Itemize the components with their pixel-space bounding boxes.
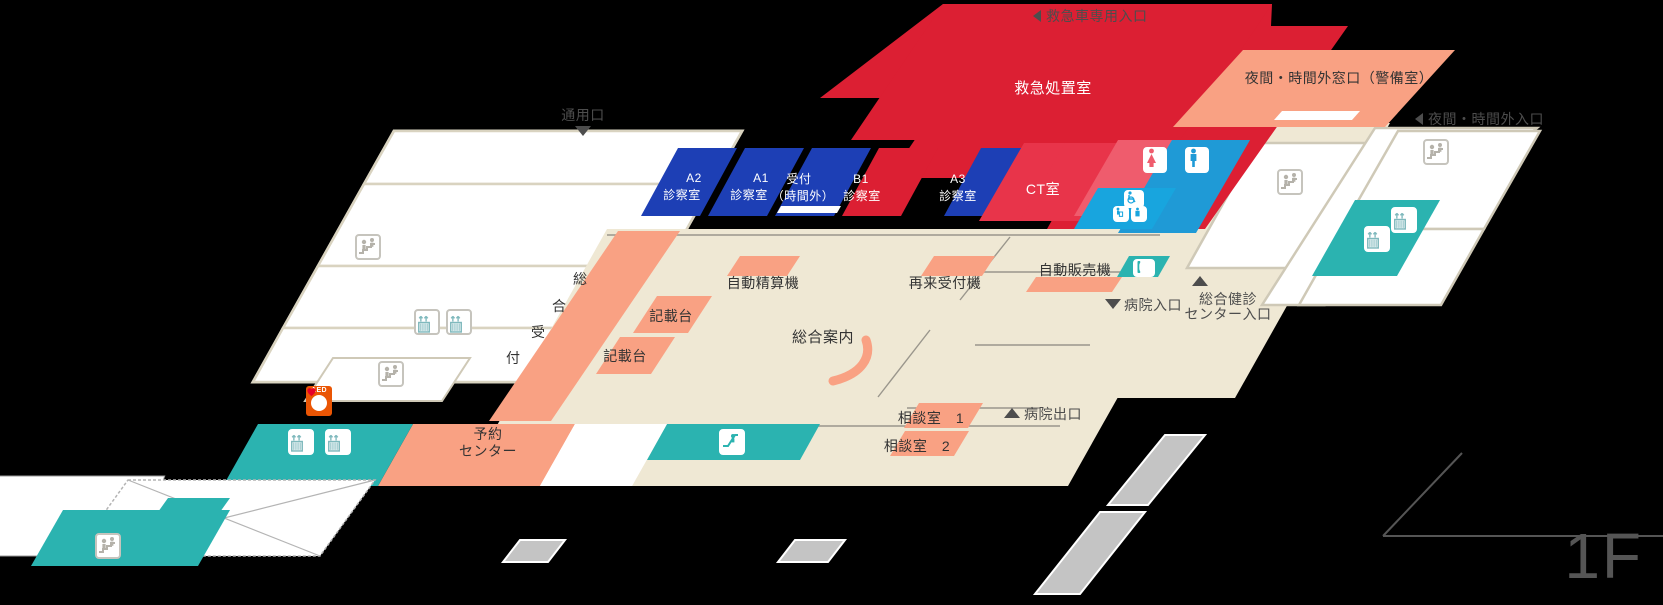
label-emergency-treatment-room: 救急処置室: [1014, 80, 1092, 97]
label-room-a3-code: A3: [950, 172, 966, 186]
reservation-center: [378, 424, 575, 486]
aed-heart-icon: [307, 388, 327, 411]
aed-label: AED: [311, 387, 327, 394]
label-ambulance-entrance: 救急車専用入口: [1046, 8, 1148, 24]
consultation-room-1: [904, 403, 983, 428]
room-reception-afterhours: [775, 148, 871, 216]
teal-elevator-zone-left: [223, 424, 413, 486]
night-window-counter: [1274, 111, 1360, 120]
room-b1: [842, 148, 938, 216]
toilet-female-icon: [1143, 147, 1167, 173]
hospital-exit-arrow-icon: [1004, 408, 1020, 418]
elevator-icon: [1364, 226, 1390, 252]
ground-edge-diagonal: [1382, 452, 1463, 537]
label-night-entrance: 夜間・時間外入口: [1428, 111, 1544, 127]
elevator-icon: [414, 309, 440, 335]
label-room-b1-type: 診察室: [843, 189, 881, 203]
elevator-icon: [288, 429, 314, 455]
stairs-icon: [355, 234, 381, 260]
label-room-a2-type: 診察室: [663, 188, 701, 202]
escalator-icon: [719, 429, 745, 455]
main-corridor-floor: [495, 229, 1213, 429]
label-hospital-exit: 病院出口: [1024, 406, 1082, 422]
elevator-icon: [325, 429, 351, 455]
stairs-icon: [1423, 139, 1449, 165]
floor-number-label: 1F: [1564, 520, 1643, 592]
service-entrance-arrow-icon: [575, 126, 591, 136]
elevator-icon: [1391, 207, 1417, 233]
label-reception-afterhours-sub: （時間外）: [771, 189, 835, 203]
reception-afterhours-counter: [777, 206, 841, 213]
label-hospital-entrance: 病院入口: [1124, 297, 1182, 313]
writing-desk-1: [633, 296, 712, 333]
label-reservation-center-line2: センター: [459, 443, 517, 459]
stairs-icon: [95, 533, 121, 559]
room-a2: [641, 148, 737, 216]
exterior-walkway-markings: [500, 434, 1208, 595]
label-room-b1-code: B1: [853, 172, 869, 186]
label-health-center-line1: 総合健診: [1199, 291, 1257, 307]
night-window-security-room: [1173, 50, 1455, 127]
label-writing-desk-1: 記載台: [649, 308, 693, 324]
night-entrance-arrow-icon: [1415, 113, 1423, 125]
label-revisit-reception-machine: 再来受付機: [908, 275, 982, 291]
label-room-a3-type: 診察室: [939, 189, 977, 203]
label-room-a1-type: 診察室: [730, 188, 768, 202]
vending-machine-unit: [1026, 277, 1122, 292]
label-ct-room: CT室: [1025, 181, 1061, 197]
label-auto-payment-machine: 自動精算機: [726, 275, 800, 291]
label-night-window: 夜間・時間外窓口（警備室）: [1244, 70, 1434, 86]
general-info-swoosh: [828, 335, 873, 386]
label-service-entrance: 通用口: [561, 107, 605, 123]
label-general-reception-char1: 総: [573, 271, 588, 287]
label-general-info: 総合案内: [791, 329, 855, 346]
label-room-a2-code: A2: [686, 171, 702, 185]
toilet-male-icon: [1185, 147, 1209, 173]
ostomate-icon: [1113, 206, 1129, 222]
emergency-room-red-upper: [851, 4, 1272, 140]
general-reception-band: [489, 231, 680, 421]
label-health-center-line2: センター入口: [1184, 306, 1272, 322]
auto-payment-machine: [727, 256, 800, 276]
baby-chair-icon: [1131, 206, 1147, 222]
aed-icon: AED: [306, 386, 332, 416]
label-general-reception-char4: 付: [506, 350, 521, 366]
label-reception-afterhours: 受付: [786, 172, 812, 186]
stairs-icon: [1277, 169, 1303, 195]
stairs-icon: [378, 361, 404, 387]
label-writing-desk-2: 記載台: [603, 348, 647, 364]
label-reservation-center-line1: 予約: [473, 426, 503, 442]
teal-zone-bottom-left-notch: [138, 498, 230, 540]
health-center-arrow-icon: [1192, 276, 1208, 286]
revisit-reception-machine: [921, 256, 995, 276]
ambulance-arrow-icon: [1033, 10, 1041, 22]
label-vending-machine: 自動販売機: [1038, 262, 1112, 278]
elevator-icon: [446, 309, 472, 335]
label-general-reception-char2: 合: [552, 298, 567, 314]
telephone-icon: [1133, 259, 1155, 277]
room-a1: [708, 148, 804, 216]
label-consultation-room-2: 相談室 2: [883, 438, 951, 454]
hospital-entrance-arrow-icon: [1105, 299, 1121, 309]
label-room-a1-code: A1: [753, 171, 769, 185]
label-consultation-room-1: 相談室 1: [897, 410, 965, 426]
white-block-mid-gap: [540, 424, 667, 486]
writing-desk-2: [596, 337, 675, 374]
consultation-room-2: [890, 431, 969, 456]
label-general-reception-char3: 受: [531, 324, 546, 340]
entrance-arrow-markers: [575, 10, 1423, 418]
